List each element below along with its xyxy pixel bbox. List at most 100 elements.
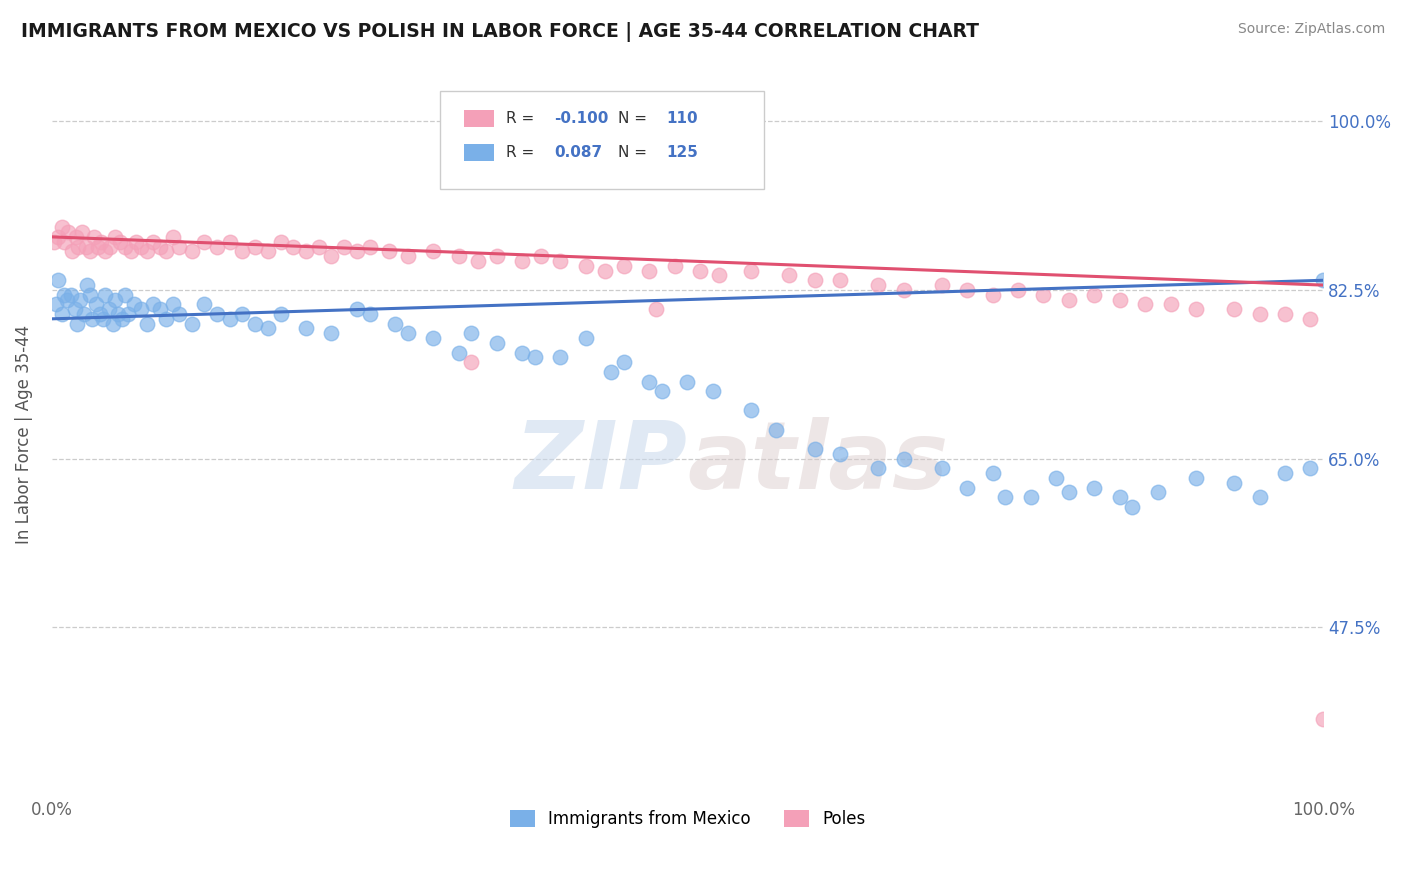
Text: 110: 110: [666, 111, 697, 126]
Point: [550, 351, 572, 365]
Point: [72, 225, 94, 239]
Y-axis label: In Labor Force | Age 35-44: In Labor Force | Age 35-44: [15, 325, 32, 544]
Point: [1045, 471, 1067, 485]
Point: [193, 297, 215, 311]
Point: [377, 244, 399, 259]
Point: [180, 317, 202, 331]
Point: [114, 287, 136, 301]
Text: Source: ZipAtlas.com: Source: ZipAtlas.com: [1237, 22, 1385, 37]
Point: [1249, 490, 1271, 504]
Point: [396, 249, 419, 263]
Point: [114, 239, 136, 253]
Point: [740, 263, 762, 277]
Point: [162, 297, 184, 311]
Point: [86, 239, 108, 253]
Point: [1057, 293, 1080, 307]
Point: [283, 239, 305, 253]
Text: 0.087: 0.087: [554, 145, 602, 160]
Point: [46, 273, 69, 287]
Point: [231, 244, 253, 259]
Point: [740, 403, 762, 417]
Point: [1312, 712, 1334, 726]
Point: [931, 461, 953, 475]
Point: [510, 345, 533, 359]
FancyBboxPatch shape: [464, 144, 494, 161]
Point: [65, 230, 87, 244]
Point: [51, 220, 73, 235]
Point: [72, 307, 94, 321]
Point: [1274, 466, 1296, 480]
Point: [111, 311, 134, 326]
Point: [447, 249, 470, 263]
Point: [931, 278, 953, 293]
Point: [956, 283, 979, 297]
Point: [155, 311, 177, 326]
Point: [1083, 287, 1105, 301]
Point: [613, 259, 636, 273]
Point: [1019, 490, 1042, 504]
Point: [270, 307, 292, 321]
Point: [702, 384, 724, 399]
Point: [1185, 471, 1208, 485]
Point: [384, 317, 406, 331]
Text: IMMIGRANTS FROM MEXICO VS POLISH IN LABOR FORCE | AGE 35-44 CORRELATION CHART: IMMIGRANTS FROM MEXICO VS POLISH IN LABO…: [21, 22, 979, 42]
Point: [56, 293, 79, 307]
Point: [308, 239, 330, 253]
Point: [129, 239, 152, 253]
Point: [1032, 287, 1054, 301]
Point: [523, 351, 546, 365]
Point: [981, 287, 1004, 301]
Point: [828, 273, 851, 287]
Point: [638, 375, 661, 389]
Point: [110, 235, 132, 249]
Point: [53, 287, 76, 301]
Point: [104, 293, 127, 307]
Point: [51, 307, 73, 321]
Point: [765, 423, 787, 437]
Point: [1312, 273, 1334, 287]
Point: [422, 244, 444, 259]
Point: [98, 239, 121, 253]
Point: [575, 331, 598, 345]
Point: [60, 244, 83, 259]
Text: N =: N =: [617, 145, 651, 160]
Point: [868, 461, 890, 475]
Point: [803, 442, 825, 456]
Point: [76, 278, 98, 293]
Point: [994, 490, 1017, 504]
Point: [136, 317, 159, 331]
Point: [97, 302, 120, 317]
Point: [1133, 297, 1156, 311]
Point: [149, 239, 172, 253]
Point: [1223, 302, 1246, 317]
Point: [1160, 297, 1182, 311]
Point: [346, 244, 368, 259]
Point: [1007, 283, 1029, 297]
Text: N =: N =: [617, 111, 651, 126]
Point: [104, 230, 127, 244]
Point: [575, 259, 598, 273]
Point: [205, 307, 228, 321]
Point: [136, 244, 159, 259]
Point: [79, 287, 101, 301]
Point: [79, 244, 101, 259]
Point: [321, 249, 343, 263]
Text: atlas: atlas: [688, 417, 949, 509]
Point: [460, 355, 482, 369]
Point: [58, 225, 80, 239]
Point: [396, 326, 419, 341]
Point: [530, 249, 553, 263]
Point: [600, 365, 623, 379]
Point: [510, 254, 533, 268]
Point: [94, 287, 117, 301]
Point: [63, 302, 86, 317]
Point: [243, 239, 266, 253]
Point: [1121, 500, 1143, 514]
Point: [69, 293, 91, 307]
Point: [167, 239, 190, 253]
Point: [1083, 481, 1105, 495]
Point: [447, 345, 470, 359]
Point: [124, 297, 146, 311]
Point: [129, 302, 152, 317]
Point: [676, 375, 699, 389]
